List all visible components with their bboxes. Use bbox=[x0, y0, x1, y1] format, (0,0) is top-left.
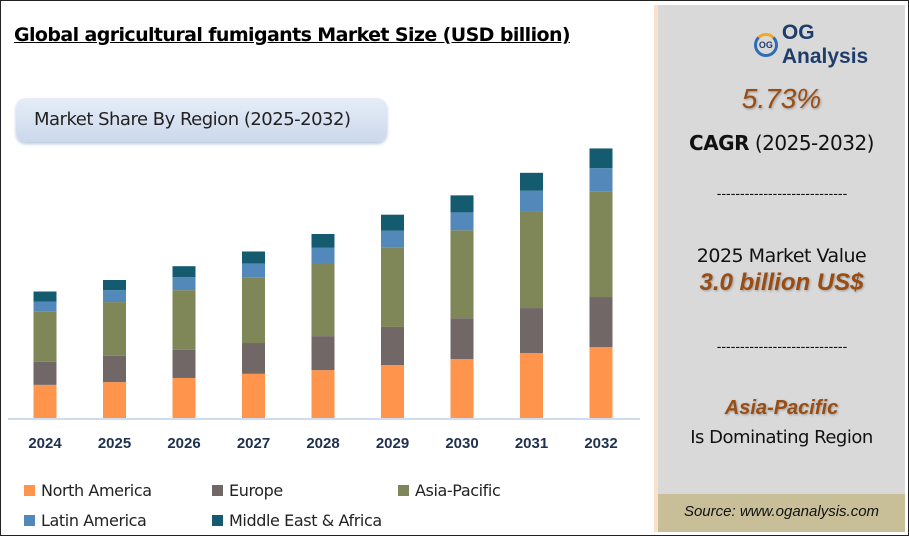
bar-segment-latin-america-2032 bbox=[589, 168, 613, 192]
legend-swatch bbox=[24, 485, 35, 496]
bar-segment-europe-2031 bbox=[520, 308, 543, 354]
bar-segment-middle-east-africa-2032 bbox=[589, 148, 613, 169]
brand-name: OG Analysis bbox=[781, 21, 869, 68]
bar-segment-north-america-2030 bbox=[450, 359, 474, 418]
bar-segment-asia-pacific-2032 bbox=[589, 191, 613, 298]
market-value-label: 2025 Market Value bbox=[696, 245, 867, 267]
bar-segment-asia-pacific-2030 bbox=[450, 230, 474, 319]
og-analysis-logo: OG OG Analysis bbox=[754, 21, 905, 69]
bar-segment-middle-east-africa-2028 bbox=[311, 234, 335, 248]
cagr-label: CAGR (2025-2032) bbox=[658, 131, 905, 155]
bar-segment-north-america-2024 bbox=[33, 384, 57, 418]
x-tick-label: 2027 bbox=[237, 435, 270, 452]
bar-segment-europe-2030 bbox=[450, 318, 474, 360]
x-tick-label: 2031 bbox=[515, 435, 548, 452]
og-logo-icon: OG bbox=[754, 33, 778, 57]
x-tick-label: 2026 bbox=[167, 435, 200, 452]
legend-swatch bbox=[398, 485, 409, 496]
bar-segment-latin-america-2028 bbox=[311, 247, 335, 263]
bar-segment-middle-east-africa-2031 bbox=[520, 172, 543, 191]
legend-swatch bbox=[212, 485, 223, 496]
legend-item: Europe bbox=[212, 481, 283, 500]
legend-swatch bbox=[212, 515, 223, 526]
bar-segment-europe-2029 bbox=[381, 326, 404, 366]
dominating-region: Asia-Pacific bbox=[724, 397, 839, 419]
cagr-label-bold: CAGR bbox=[689, 131, 749, 155]
bar-segment-north-america-2026 bbox=[172, 377, 196, 418]
legend-item: Latin America bbox=[24, 511, 147, 530]
bar-segment-middle-east-africa-2025 bbox=[103, 280, 126, 291]
bar-segment-middle-east-africa-2024 bbox=[33, 291, 57, 302]
bar-segment-asia-pacific-2031 bbox=[520, 211, 543, 309]
bar-segment-asia-pacific-2027 bbox=[242, 277, 265, 344]
legend-item: North America bbox=[24, 481, 152, 500]
bar-segment-north-america-2031 bbox=[520, 353, 543, 418]
bar-segment-asia-pacific-2028 bbox=[311, 262, 335, 337]
bar-segment-asia-pacific-2026 bbox=[172, 290, 196, 350]
legend-item: Middle East & Africa bbox=[212, 511, 382, 530]
chart-title: Global agricultural fumigants Market Siz… bbox=[14, 24, 571, 46]
x-tick-label: 2030 bbox=[445, 435, 478, 452]
x-tick-label: 2028 bbox=[306, 435, 339, 452]
bar-segment-middle-east-africa-2027 bbox=[242, 251, 265, 264]
market-value: 3.0 billion US$ bbox=[699, 269, 864, 296]
legend-label: Asia-Pacific bbox=[415, 481, 501, 500]
x-tick-label: 2024 bbox=[28, 435, 62, 452]
bar-segment-europe-2028 bbox=[311, 336, 335, 371]
bar-segment-asia-pacific-2024 bbox=[33, 311, 57, 362]
bar-segment-latin-america-2025 bbox=[103, 290, 126, 303]
bar-segment-middle-east-africa-2026 bbox=[172, 266, 196, 278]
chart-subtitle: Market Share By Region (2025-2032) bbox=[16, 98, 387, 142]
legend-swatch bbox=[24, 515, 35, 526]
bar-segment-latin-america-2030 bbox=[450, 212, 474, 231]
stacked-bar-chart: 2024 2025 2026 2027 2028 2029 2030 2031 2032 bbox=[8, 148, 640, 452]
bar-segment-asia-pacific-2029 bbox=[381, 247, 404, 327]
bar-segment-europe-2027 bbox=[242, 343, 265, 374]
bar-segment-europe-2024 bbox=[33, 361, 57, 385]
legend-label: North America bbox=[41, 481, 152, 500]
bar-segment-middle-east-africa-2030 bbox=[450, 195, 474, 213]
legend-label: Europe bbox=[229, 481, 283, 500]
bar-segment-middle-east-africa-2029 bbox=[381, 214, 404, 231]
bar-segment-europe-2025 bbox=[103, 355, 126, 383]
bar-segment-latin-america-2024 bbox=[33, 301, 57, 312]
bar-segment-north-america-2032 bbox=[589, 347, 613, 418]
x-tick-label: 2025 bbox=[98, 435, 131, 452]
bar-segment-latin-america-2027 bbox=[242, 263, 265, 278]
bar-segment-europe-2026 bbox=[172, 349, 196, 378]
bar-segment-latin-america-2026 bbox=[172, 277, 196, 291]
bar-segment-north-america-2027 bbox=[242, 373, 265, 418]
cagr-period: (2025-2032) bbox=[749, 131, 875, 155]
source-text: Source: www.oganalysis.com bbox=[658, 494, 905, 532]
dominating-region-label: Is Dominating Region bbox=[690, 427, 873, 448]
legend-item: Asia-Pacific bbox=[398, 481, 501, 500]
legend-label: Latin America bbox=[41, 511, 147, 530]
x-tick-label: 2032 bbox=[584, 435, 617, 452]
divider: ---------------------------- bbox=[716, 185, 848, 201]
bar-segment-north-america-2025 bbox=[103, 382, 126, 418]
bar-segment-europe-2032 bbox=[589, 297, 613, 348]
legend-label: Middle East & Africa bbox=[229, 511, 382, 530]
bar-segment-north-america-2029 bbox=[381, 365, 404, 418]
bar-segment-latin-america-2029 bbox=[381, 230, 404, 248]
bar-segment-asia-pacific-2025 bbox=[103, 302, 126, 356]
divider: ---------------------------- bbox=[716, 338, 848, 354]
x-tick-label: 2029 bbox=[376, 435, 409, 452]
summary-panel: OG OG Analysis 5.73% CAGR (2025-2032) --… bbox=[654, 5, 905, 532]
bar-segment-north-america-2028 bbox=[311, 370, 335, 418]
cagr-value: 5.73% bbox=[741, 83, 822, 114]
bar-segment-latin-america-2031 bbox=[520, 190, 543, 212]
